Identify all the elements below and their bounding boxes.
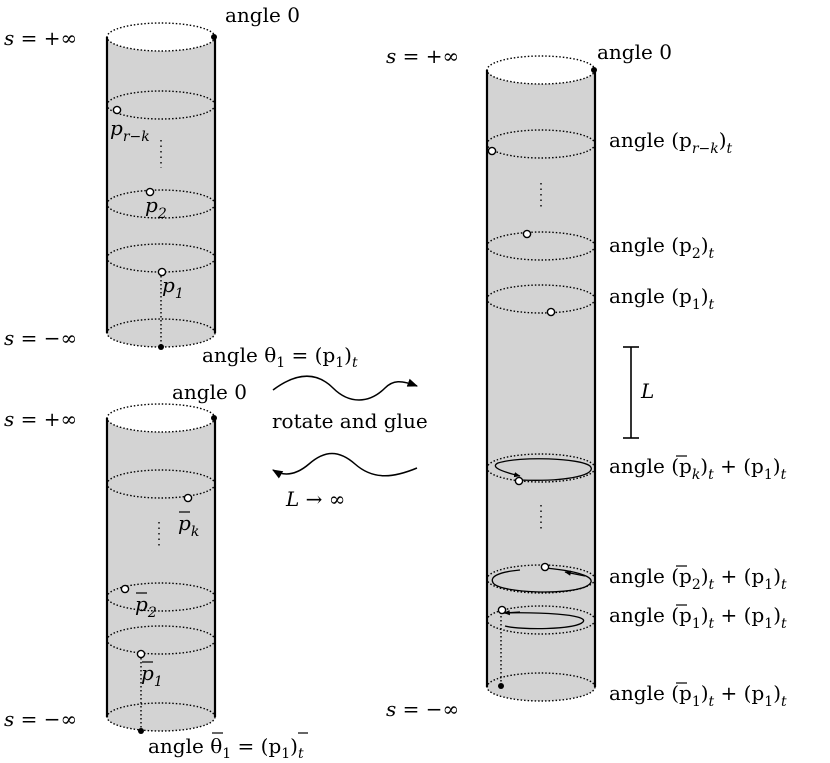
svg-text:s = +∞: s = +∞ <box>386 44 459 68</box>
length-label: L <box>640 379 654 403</box>
top-cap <box>106 403 216 433</box>
theta-dot <box>158 344 164 350</box>
label-pb1: p1 <box>141 661 163 690</box>
angle-zero-dot <box>211 34 217 40</box>
point-pb1 <box>497 605 507 615</box>
angle-zero-label: angle 0 <box>172 380 247 404</box>
svg-text:s = −∞: s = −∞ <box>4 707 77 731</box>
svg-text:s = −∞: s = −∞ <box>4 326 77 350</box>
bottom-cap <box>106 318 216 348</box>
point-pbk <box>183 493 193 503</box>
point-p-rk <box>112 105 122 115</box>
angle-pbk: angle (pk)t + (p1)t <box>609 454 787 483</box>
point-p2 <box>145 187 155 197</box>
angle-p-rk: angle (pr−k)t <box>609 128 733 157</box>
right-cylinder: L s = +∞ s = −∞ angle 0 angle (pr−k)t an… <box>386 40 787 721</box>
rotation-swirl-k <box>494 458 592 481</box>
point-pbk <box>514 476 524 486</box>
top-cap <box>486 55 596 85</box>
angle-zero-label: angle 0 <box>597 40 672 64</box>
label-pbk: pk <box>178 511 199 540</box>
label-pb2: p2 <box>135 592 157 621</box>
rotation-swirl-2 <box>491 567 592 593</box>
top-left-cylinder: s = +∞ s = −∞ angle 0 angle θ1 = (p1)t p… <box>4 3 358 371</box>
point-p-rk <box>487 146 497 156</box>
angle-pb1: angle (p1)t + (p1)t <box>609 603 787 632</box>
bottom-cap <box>106 702 216 732</box>
angle-p1: angle (p1)t <box>609 284 715 313</box>
bottom-cap <box>486 672 596 702</box>
point-pb2 <box>120 584 130 594</box>
point-p1 <box>157 267 167 277</box>
bottom-left-cylinder: s = +∞ s = −∞ angle 0 angle θ1 = (p1)t p… <box>4 380 308 762</box>
label-p1: p1 <box>162 273 184 302</box>
point-p1 <box>546 307 556 317</box>
transition-arrows: rotate and glue L → ∞ <box>272 375 428 511</box>
angle-theta-label: angle θ1 = (p1)t <box>202 343 358 371</box>
point-pb2 <box>540 562 550 572</box>
top-cap <box>106 22 216 52</box>
angle-p2: angle (p2)t <box>609 233 715 262</box>
label-p-rk: pr−k <box>110 116 150 145</box>
cylinder-body <box>487 70 595 701</box>
s-plus-rest: = +∞ <box>14 26 77 50</box>
backward-arrow <box>272 452 418 479</box>
angle-pb2: angle (p2)t + (p1)t <box>609 564 787 593</box>
svg-text:s = +∞: s = +∞ <box>4 407 77 431</box>
svg-text:s = −∞: s = −∞ <box>386 697 459 721</box>
backward-label: L → ∞ <box>285 487 345 511</box>
length-bracket: L <box>623 346 654 439</box>
forward-label: rotate and glue <box>272 409 428 433</box>
svg-text:s = +∞: s = +∞ <box>4 26 77 50</box>
angle-zero-label: angle 0 <box>225 3 300 27</box>
angle-pb1-bottom: angle (p1)t + (p1)t <box>609 681 787 710</box>
forward-arrow <box>272 375 418 401</box>
point-pb1 <box>136 649 146 659</box>
label-p2: p2 <box>145 193 167 222</box>
angle-theta-bar-label: angle θ1 = (p1)t <box>148 734 304 762</box>
point-p2 <box>522 229 532 239</box>
rotation-swirl-1 <box>501 612 584 630</box>
